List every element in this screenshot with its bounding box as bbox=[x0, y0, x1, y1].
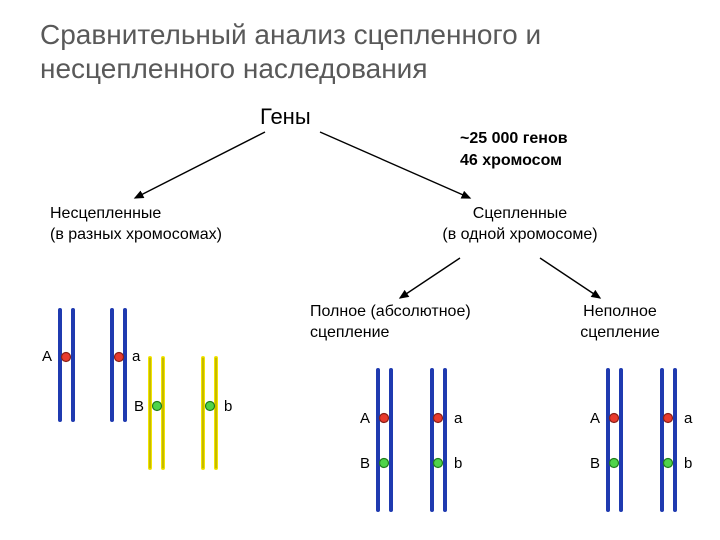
diagram-canvas bbox=[0, 0, 720, 540]
genes-group bbox=[62, 353, 673, 468]
branch-arrow bbox=[400, 258, 460, 298]
gene-marker bbox=[380, 459, 389, 468]
gene-marker bbox=[434, 414, 443, 423]
branch-arrow bbox=[540, 258, 600, 298]
gene-marker bbox=[664, 459, 673, 468]
gene-marker bbox=[434, 459, 443, 468]
gene-marker bbox=[610, 459, 619, 468]
gene-marker bbox=[62, 353, 71, 362]
branch-arrow bbox=[135, 132, 265, 198]
gene-marker bbox=[115, 353, 124, 362]
chromosomes-group bbox=[60, 310, 675, 510]
branch-arrow bbox=[320, 132, 470, 198]
gene-marker bbox=[153, 402, 162, 411]
arrows-group bbox=[135, 132, 600, 298]
gene-marker bbox=[610, 414, 619, 423]
gene-marker bbox=[664, 414, 673, 423]
gene-marker bbox=[380, 414, 389, 423]
gene-marker bbox=[206, 402, 215, 411]
